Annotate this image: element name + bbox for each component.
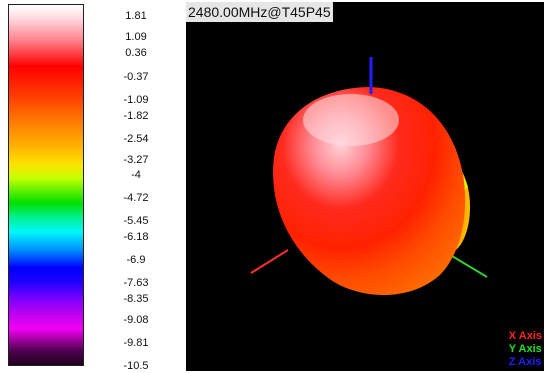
scale-tick: -7.63	[123, 277, 149, 289]
scale-tick: -4.72	[123, 192, 149, 204]
scale-tick: 1.09	[125, 31, 147, 43]
frequency-label: 2480.00MHz@T45P45	[186, 2, 333, 22]
scale-tick: -2.54	[123, 133, 149, 145]
scale-tick: -6.18	[123, 231, 149, 243]
scale-tick: -9.81	[123, 337, 149, 349]
scale-tick: -3.27	[123, 154, 149, 166]
scale-tick: 1.81	[125, 10, 147, 22]
3d-pattern-view[interactable]: 2480.00MHz@T45P45 X Axis Y Axis Z Axis	[186, 2, 544, 371]
lobe-highlight	[303, 94, 399, 146]
color-scale-bar	[8, 4, 84, 366]
scale-tick: -4	[131, 169, 141, 181]
scale-tick: 0.36	[125, 47, 147, 59]
axis-legend: X Axis Y Axis Z Axis	[509, 330, 542, 369]
scale-tick: -8.35	[123, 293, 149, 305]
scale-tick: -1.09	[123, 94, 149, 106]
scale-tick: -0.37	[123, 71, 149, 83]
scale-tick: -1.82	[123, 110, 149, 122]
scale-tick: -9.08	[123, 314, 149, 326]
legend-y-axis: Y Axis	[508, 343, 542, 355]
scale-tick: -10.5	[123, 360, 149, 372]
scale-tick: -5.45	[123, 215, 149, 227]
radiation-pattern-plot	[250, 57, 488, 296]
y-axis-line	[451, 255, 488, 278]
color-scale-labels: 1.81 1.09 0.36 -0.37 -1.09 -1.82 -2.54 -…	[100, 0, 172, 373]
scale-tick: -6.9	[126, 254, 146, 266]
legend-x-axis: X Axis	[508, 330, 542, 342]
x-axis-line	[250, 249, 289, 274]
legend-z-axis: Z Axis	[508, 356, 542, 368]
